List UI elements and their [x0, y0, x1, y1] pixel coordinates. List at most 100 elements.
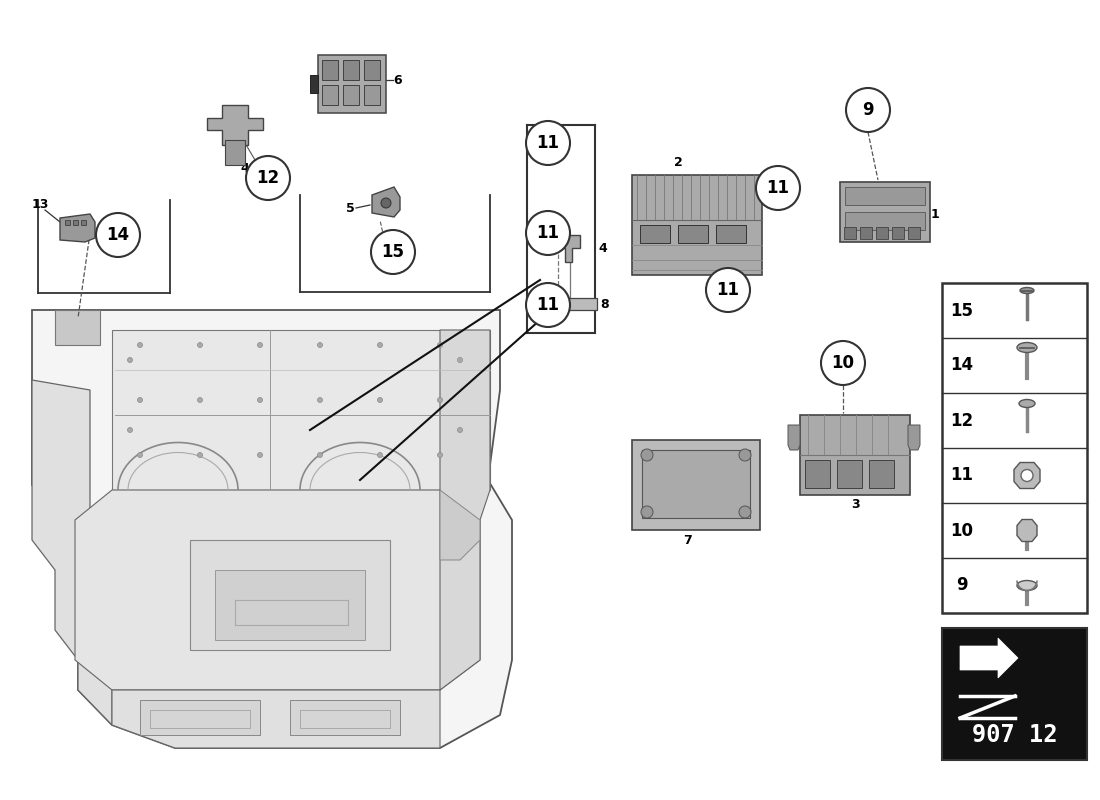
- Bar: [214, 570, 365, 640]
- Polygon shape: [440, 490, 480, 560]
- Circle shape: [246, 156, 290, 200]
- Polygon shape: [32, 380, 112, 725]
- Text: 9: 9: [956, 577, 968, 594]
- Bar: [800, 415, 910, 495]
- Text: 2: 2: [673, 155, 682, 169]
- Circle shape: [739, 449, 751, 461]
- Circle shape: [377, 342, 383, 347]
- Text: 11: 11: [950, 466, 974, 485]
- Circle shape: [438, 453, 442, 458]
- Bar: [226, 140, 245, 165]
- Text: 11: 11: [716, 281, 739, 299]
- Bar: [55, 310, 100, 345]
- Circle shape: [257, 342, 263, 347]
- Text: 3: 3: [850, 498, 859, 511]
- Circle shape: [198, 342, 202, 347]
- Text: 7: 7: [683, 534, 692, 546]
- Circle shape: [1021, 470, 1033, 482]
- Text: 12: 12: [256, 169, 279, 187]
- Circle shape: [318, 342, 322, 347]
- Circle shape: [526, 211, 570, 255]
- Ellipse shape: [1018, 342, 1037, 353]
- Circle shape: [371, 230, 415, 274]
- Text: 907 12: 907 12: [971, 723, 1057, 747]
- Text: 5: 5: [345, 202, 354, 214]
- Text: 11: 11: [537, 296, 560, 314]
- Bar: [805, 460, 830, 488]
- Bar: [290, 700, 400, 735]
- Circle shape: [438, 342, 442, 347]
- Bar: [642, 450, 750, 518]
- Bar: [343, 85, 359, 105]
- Text: 11: 11: [537, 224, 560, 242]
- Bar: [840, 182, 929, 242]
- Text: 14: 14: [107, 226, 130, 244]
- Text: 12: 12: [950, 411, 974, 430]
- Bar: [678, 225, 708, 243]
- Text: 4: 4: [241, 162, 250, 174]
- Circle shape: [458, 358, 462, 362]
- Polygon shape: [75, 490, 480, 690]
- Bar: [73, 220, 78, 225]
- Ellipse shape: [1020, 287, 1034, 294]
- Bar: [942, 628, 1087, 760]
- Circle shape: [198, 453, 202, 458]
- Bar: [869, 460, 894, 488]
- Circle shape: [458, 427, 462, 433]
- Text: 11: 11: [767, 179, 790, 197]
- Text: 6: 6: [394, 74, 403, 86]
- Text: 14: 14: [950, 357, 974, 374]
- Circle shape: [138, 453, 143, 458]
- Bar: [716, 225, 746, 243]
- Circle shape: [821, 341, 865, 385]
- Polygon shape: [908, 425, 920, 450]
- Circle shape: [381, 198, 390, 208]
- Bar: [845, 187, 925, 205]
- Text: 4: 4: [598, 242, 607, 254]
- Bar: [318, 55, 386, 113]
- Bar: [640, 225, 670, 243]
- Polygon shape: [372, 187, 400, 217]
- Text: 13: 13: [31, 198, 48, 211]
- Text: 15: 15: [382, 243, 405, 261]
- Circle shape: [318, 398, 322, 402]
- Circle shape: [706, 268, 750, 312]
- Circle shape: [526, 121, 570, 165]
- Circle shape: [96, 213, 140, 257]
- Bar: [343, 60, 359, 80]
- Text: 9: 9: [862, 101, 873, 119]
- Bar: [322, 60, 338, 80]
- Circle shape: [377, 453, 383, 458]
- Bar: [190, 540, 390, 650]
- Circle shape: [641, 449, 653, 461]
- Text: 10: 10: [950, 522, 974, 539]
- Bar: [65, 220, 70, 225]
- Polygon shape: [558, 235, 580, 262]
- Polygon shape: [1018, 519, 1037, 542]
- Circle shape: [257, 453, 263, 458]
- Bar: [322, 85, 338, 105]
- Bar: [364, 60, 380, 80]
- Text: 11: 11: [537, 134, 560, 152]
- Circle shape: [128, 427, 132, 433]
- Circle shape: [128, 358, 132, 362]
- Text: 8: 8: [601, 298, 609, 311]
- Bar: [892, 227, 904, 239]
- Bar: [632, 440, 760, 530]
- Text: 1: 1: [931, 209, 939, 222]
- Circle shape: [138, 342, 143, 347]
- Ellipse shape: [1018, 581, 1037, 590]
- Circle shape: [846, 88, 890, 132]
- Bar: [860, 227, 872, 239]
- Polygon shape: [60, 214, 95, 242]
- Circle shape: [438, 398, 442, 402]
- Polygon shape: [32, 310, 512, 748]
- Polygon shape: [788, 425, 800, 450]
- Circle shape: [641, 506, 653, 518]
- Polygon shape: [1014, 462, 1040, 489]
- Text: 10: 10: [832, 354, 855, 372]
- Bar: [845, 212, 925, 230]
- Text: 15: 15: [950, 302, 974, 319]
- Bar: [876, 227, 888, 239]
- Bar: [942, 283, 1087, 613]
